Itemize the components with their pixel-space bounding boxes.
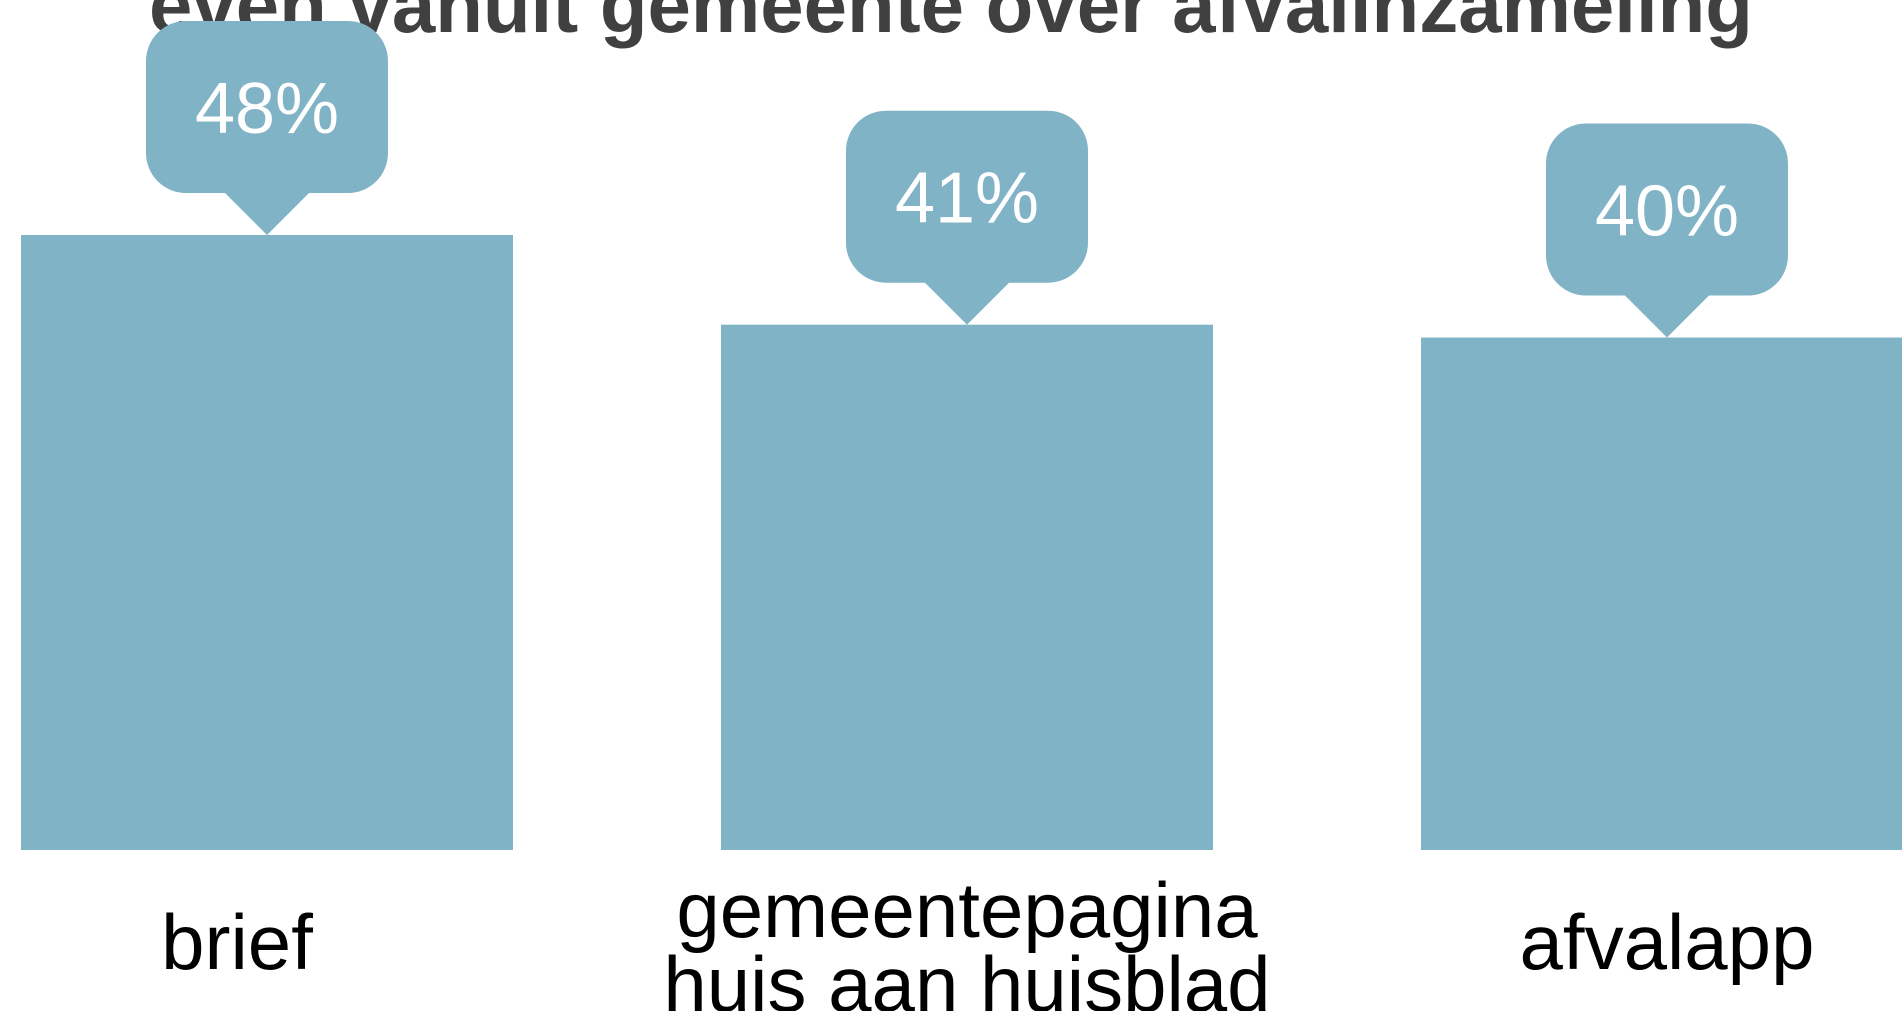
category-label-2: afvalapp bbox=[1341, 898, 1902, 986]
category-label-line: huis aan huisblad bbox=[663, 940, 1271, 1011]
data-label-2: 40% bbox=[1595, 172, 1739, 252]
data-label-0: 48% bbox=[195, 69, 339, 149]
chart-title: even vanuit gemeente over afvalinzamelin… bbox=[149, 0, 1753, 49]
category-label-line: afvalapp bbox=[1519, 898, 1815, 986]
category-label-line: brief bbox=[161, 898, 313, 986]
data-label-1: 41% bbox=[895, 159, 1039, 239]
bar-2 bbox=[1421, 337, 1902, 850]
category-label-0: brief bbox=[0, 898, 563, 986]
data-callout-0 bbox=[146, 21, 388, 235]
bar-1 bbox=[721, 324, 1213, 850]
category-label-1: gemeentepagina huis aan huisblad bbox=[641, 866, 1293, 1011]
category-label-line: gemeentepagina bbox=[676, 866, 1258, 954]
data-callout-1 bbox=[846, 110, 1088, 325]
bar-0 bbox=[21, 235, 513, 850]
data-callout-2 bbox=[1546, 123, 1788, 338]
